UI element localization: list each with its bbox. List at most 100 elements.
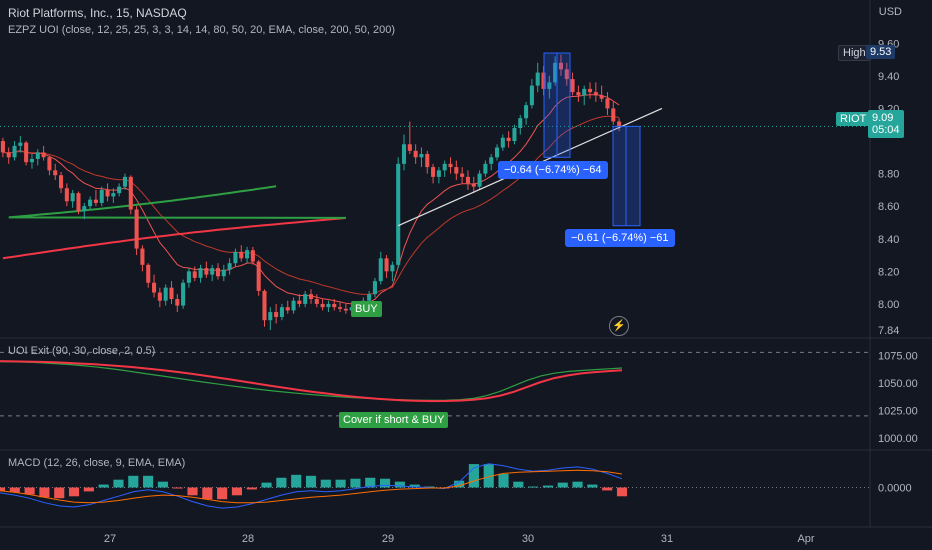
candle-body (122, 176, 128, 187)
macd-histogram-bar (187, 487, 198, 496)
macd-histogram-bar (335, 479, 346, 488)
candle-body (111, 193, 116, 197)
ema-slow-line (2, 115, 620, 295)
ema-fast-line (2, 94, 620, 306)
candle-body (303, 294, 308, 304)
macd-histogram-bar (498, 473, 509, 488)
candle-body (431, 167, 436, 177)
macd-histogram-bar (320, 479, 331, 488)
candle-body (547, 82, 552, 89)
time-tick-label: 29 (382, 533, 394, 545)
candle-body (152, 282, 157, 293)
candle-body (35, 152, 40, 159)
time-tick-label: 30 (522, 533, 534, 545)
candle-body (593, 92, 598, 96)
candle-body (274, 312, 279, 317)
candle-body (47, 157, 52, 171)
price-tick-label: 8.40 (878, 234, 899, 246)
macd-histogram-bar (217, 487, 228, 500)
measure-label-lower[interactable]: −0.61 (−6.74%) −61 (565, 229, 675, 247)
candle-body (297, 300, 302, 304)
candle-body (24, 142, 29, 163)
candle-body (483, 163, 488, 174)
macd-histogram-bar (350, 478, 361, 488)
candle-body (378, 258, 383, 282)
candle-body (268, 312, 273, 321)
candle-body (279, 307, 284, 317)
symbol-price-label: RIOT (836, 112, 871, 126)
macd-histogram-bar (113, 479, 124, 488)
candle-body (477, 173, 482, 187)
macd-histogram-bar (602, 487, 613, 491)
last-price-tag: 9.09 05:04 (868, 110, 904, 138)
candle-body (332, 303, 337, 308)
candle-body (367, 294, 372, 301)
candle-body (41, 152, 46, 158)
macd-histogram-bar (542, 485, 554, 488)
macd-histogram-bar (54, 487, 65, 499)
buy-signal-label: BUY (351, 301, 382, 317)
candle-body (64, 188, 69, 202)
candle-body (128, 176, 133, 210)
uoi-tick-label: 1050.00 (878, 378, 918, 390)
candle-body (285, 307, 290, 311)
uoi-legend[interactable]: UOI Exit (90, 30, close, 2, 0.5) (8, 345, 156, 357)
candle-body (384, 258, 389, 272)
candle-body (88, 199, 93, 207)
macd-histogram-bar (24, 487, 35, 495)
candle-body (372, 281, 377, 295)
candle-body (262, 290, 267, 321)
macd-histogram-bar (468, 464, 479, 488)
candle-body (506, 137, 511, 142)
candle-body (70, 193, 75, 202)
candle-body (227, 263, 232, 270)
macd-histogram-bar (9, 487, 20, 493)
macd-legend[interactable]: MACD (12, 26, close, 9, EMA, EMA) (8, 457, 186, 469)
uoi-tick-label: 1025.00 (878, 405, 918, 417)
macd-histogram-bar (305, 475, 317, 488)
candle-body (157, 292, 162, 301)
candle-body (210, 268, 215, 275)
price-tick-label: 7.84 (878, 325, 899, 337)
macd-histogram-bar (98, 484, 109, 488)
indicator-legend[interactable]: EZPZ UOI (close, 12, 25, 25, 3, 3, 14, 1… (8, 24, 396, 36)
macd-tick-label: 0.0000 (878, 483, 912, 495)
macd-histogram-bar (128, 475, 139, 488)
uoi-tick-label: 1000.00 (878, 433, 918, 445)
candle-body (245, 250, 250, 259)
candle-body (308, 294, 314, 300)
candle-body (407, 144, 412, 151)
macd-histogram-bar (528, 486, 539, 488)
candle-body (239, 251, 244, 259)
candle-body (163, 287, 168, 301)
measure-label-upper[interactable]: −0.64 (−6.74%) −64 (498, 161, 608, 179)
macd-histogram-bar (261, 482, 272, 488)
candle-body (494, 147, 500, 158)
macd-histogram-bar (379, 478, 391, 488)
macd-histogram-bar (557, 482, 568, 488)
time-tick-label: Apr (797, 533, 814, 545)
candle-body (442, 163, 447, 171)
candle-body (401, 144, 407, 164)
cover-signal-label: Cover if short & BUY (339, 412, 449, 428)
macd-histogram-bar (143, 475, 154, 488)
price-tick-label: 8.00 (878, 299, 899, 311)
ema-200-line-bull (8, 185, 346, 219)
candle-body (512, 127, 517, 142)
candle-body (460, 173, 465, 177)
macd-histogram-bar (291, 474, 302, 488)
lightning-bolt-icon[interactable]: ⚡ (609, 316, 629, 336)
candle-body (134, 209, 139, 249)
candle-body (192, 271, 197, 278)
macd-histogram-bar (365, 477, 376, 488)
candle-body (53, 170, 58, 176)
candle-body (413, 150, 418, 158)
candle-body (186, 271, 191, 283)
candle-body (175, 299, 180, 306)
price-tick-label: 8.80 (878, 169, 899, 181)
candle-body (425, 154, 430, 168)
symbol-title[interactable]: Riot Platforms, Inc., 15, NASDAQ (8, 6, 187, 20)
candle-body (500, 137, 505, 148)
macd-histogram-bar (587, 484, 598, 488)
